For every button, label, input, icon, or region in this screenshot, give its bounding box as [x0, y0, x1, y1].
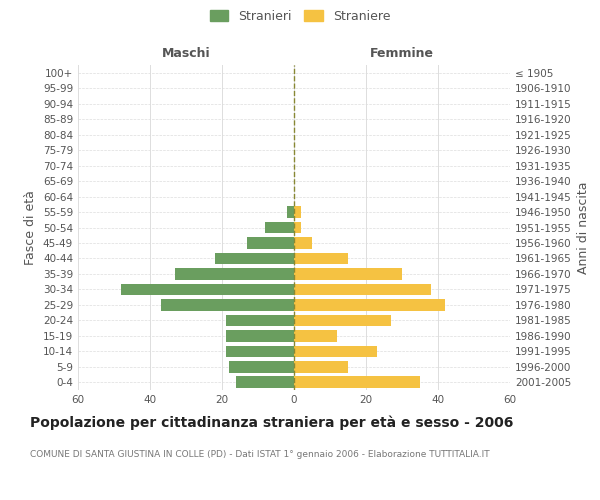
Bar [294, 346, 377, 357]
Bar [236, 376, 294, 388]
Bar [247, 237, 294, 249]
Bar [294, 330, 337, 342]
Bar [294, 361, 348, 372]
Bar [226, 314, 294, 326]
Text: COMUNE DI SANTA GIUSTINA IN COLLE (PD) - Dati ISTAT 1° gennaio 2006 - Elaborazio: COMUNE DI SANTA GIUSTINA IN COLLE (PD) -… [30, 450, 490, 459]
Text: Femmine: Femmine [370, 47, 434, 60]
Bar [294, 252, 348, 264]
Bar [229, 361, 294, 372]
Bar [265, 222, 294, 234]
Bar [215, 252, 294, 264]
Y-axis label: Anni di nascita: Anni di nascita [577, 181, 590, 274]
Bar [121, 284, 294, 295]
Bar [294, 268, 402, 280]
Bar [226, 346, 294, 357]
Bar [294, 284, 431, 295]
Text: Popolazione per cittadinanza straniera per età e sesso - 2006: Popolazione per cittadinanza straniera p… [30, 415, 514, 430]
Y-axis label: Fasce di età: Fasce di età [25, 190, 37, 265]
Bar [175, 268, 294, 280]
Bar [294, 314, 391, 326]
Bar [294, 222, 301, 234]
Bar [287, 206, 294, 218]
Text: Maschi: Maschi [161, 47, 211, 60]
Bar [294, 206, 301, 218]
Bar [294, 376, 420, 388]
Bar [161, 299, 294, 310]
Bar [294, 299, 445, 310]
Bar [294, 237, 312, 249]
Bar [226, 330, 294, 342]
Legend: Stranieri, Straniere: Stranieri, Straniere [206, 6, 394, 26]
